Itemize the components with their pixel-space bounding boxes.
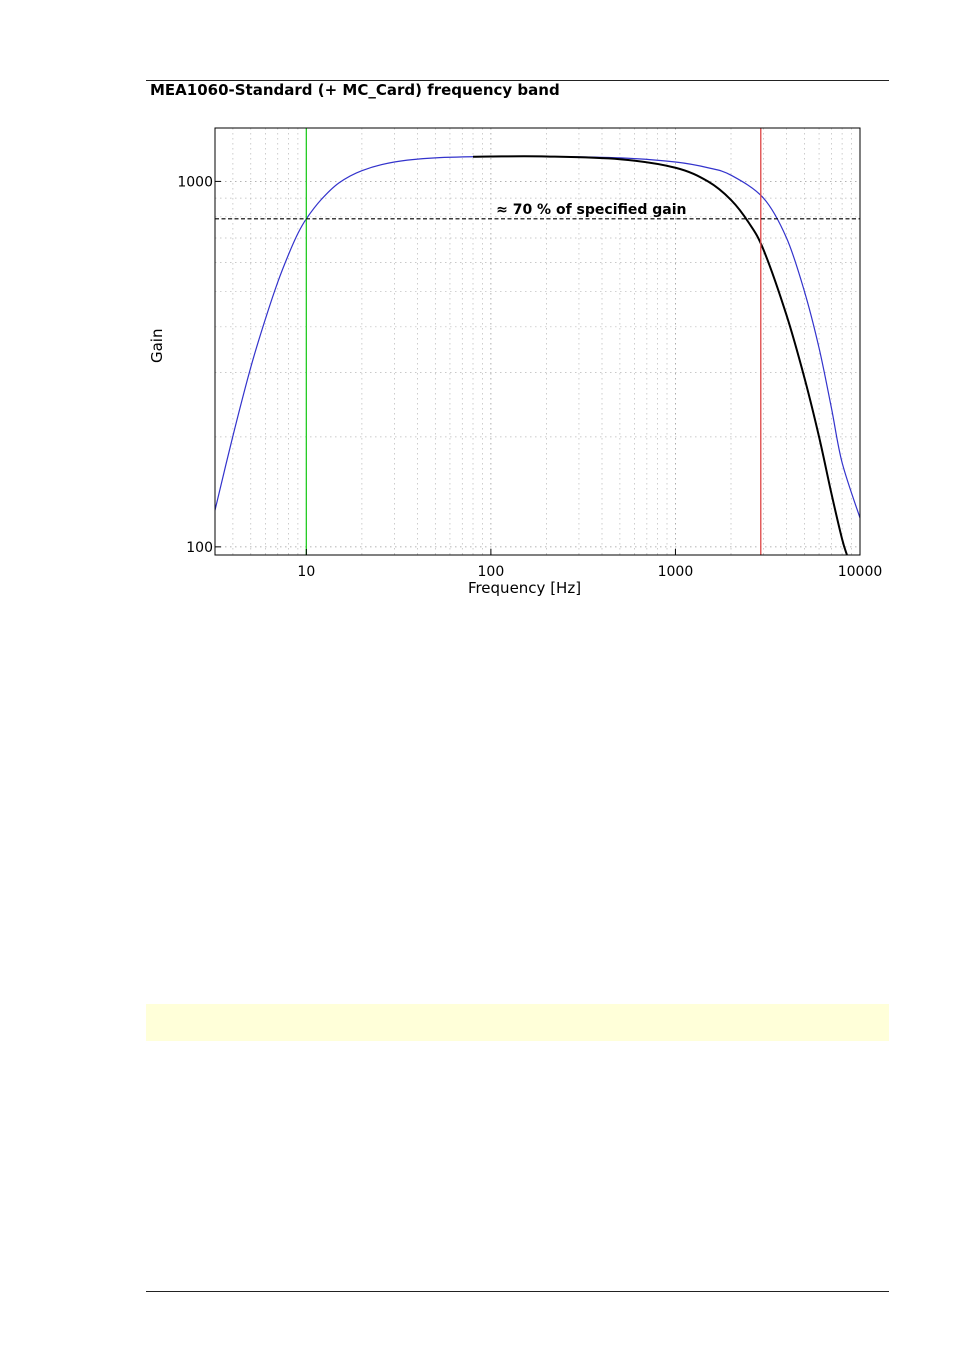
plot-frame xyxy=(214,127,861,556)
gain-threshold-annotation: ≈ 70 % of specified gain xyxy=(496,202,686,218)
footer-rule xyxy=(146,1291,889,1292)
x-tick-label: 100 xyxy=(478,564,505,580)
y-tick-label: 100 xyxy=(186,540,213,556)
gain-curve-blue xyxy=(215,155,860,519)
x-tick-label: 10 xyxy=(297,564,315,580)
ticks: 10 100 1000 10000 100 1000 xyxy=(177,174,882,580)
section-title: MEA1060-Standard (+ MC_Card) frequency b… xyxy=(150,81,560,99)
x-tick-label: 1000 xyxy=(658,564,694,580)
x-tick-label: 10000 xyxy=(838,564,883,580)
x-axis-label: Frequency [Hz] xyxy=(468,579,581,597)
plot-area xyxy=(215,128,860,555)
chart-svg: 10 100 1000 10000 100 1000 ≈ 70 % of specifie… xyxy=(148,127,882,597)
y-tick-label: 1000 xyxy=(177,174,213,190)
reference-lines xyxy=(215,128,860,555)
gain-curve-black xyxy=(472,155,848,555)
highlight-band xyxy=(146,1004,889,1041)
frequency-band-chart: 10 100 1000 10000 100 1000 ≈ 70 % of specifie… xyxy=(140,110,900,610)
y-axis-label: Gain xyxy=(148,329,166,364)
header-rule xyxy=(146,80,889,81)
series-layer xyxy=(215,155,860,555)
